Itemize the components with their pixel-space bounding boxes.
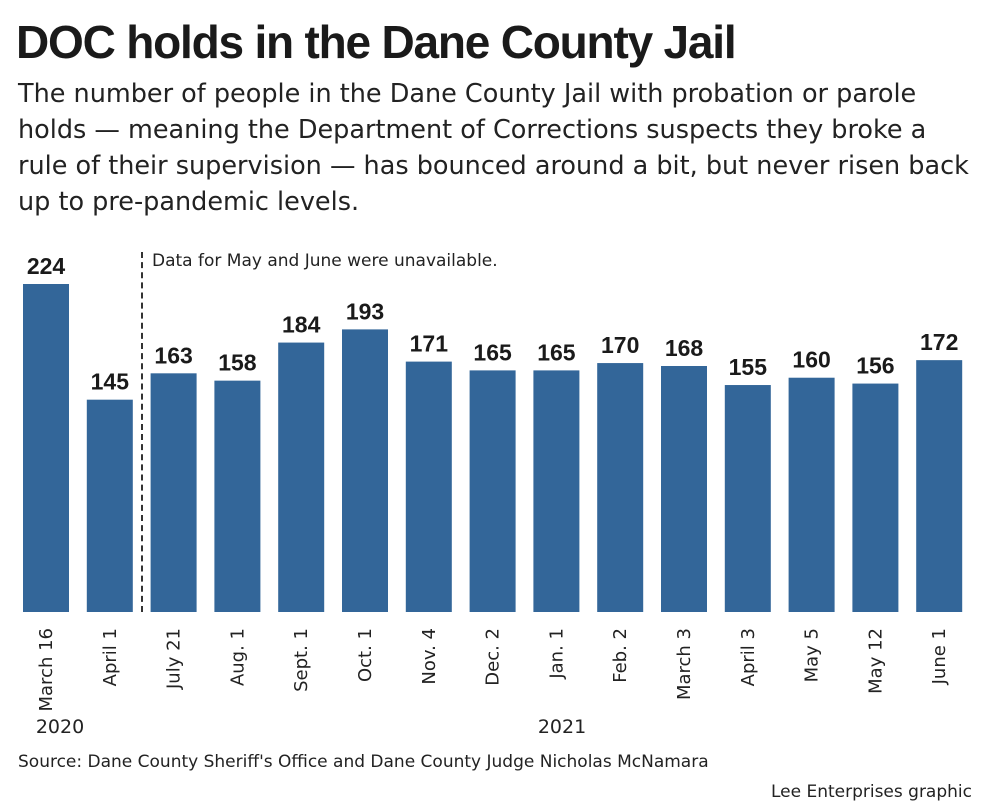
bars-group <box>23 284 963 612</box>
category-labels-group: March 16 April 1 July 21 Aug. 1 Sept. 1 Oct. … <box>36 628 950 712</box>
bar-3 <box>214 380 261 612</box>
category-label-0: March 16 <box>36 628 57 712</box>
bar-5 <box>342 329 388 612</box>
value-label-2: 163 <box>154 342 192 368</box>
category-label-11: April 3 <box>738 628 759 686</box>
value-label-11: 155 <box>729 354 768 380</box>
category-label-13: May 12 <box>865 628 886 694</box>
category-label-12: May 5 <box>802 628 823 682</box>
data-gap-divider <box>141 252 143 612</box>
value-label-14: 172 <box>920 329 958 355</box>
category-label-6: Nov. 4 <box>419 628 440 685</box>
category-label-5: Oct. 1 <box>355 628 376 682</box>
data-gap-annotation: Data for May and June were unavailable. <box>152 251 498 271</box>
bar-11 <box>724 385 771 612</box>
value-labels-group: 224 145 163 158 184 193 171 165 165 170 168 155 160 1… <box>27 253 959 395</box>
category-label-14: June 1 <box>929 628 950 685</box>
bar-12 <box>788 377 835 612</box>
bar-10 <box>661 366 707 612</box>
value-label-9: 170 <box>601 332 639 358</box>
chart-subtitle: The number of people in the Dane County … <box>18 79 969 217</box>
category-label-1: April 1 <box>100 628 121 686</box>
bar-7 <box>469 370 516 612</box>
value-label-1: 145 <box>91 369 130 395</box>
value-label-8: 165 <box>537 339 576 365</box>
value-label-5: 193 <box>346 298 384 324</box>
bar-1 <box>86 399 133 612</box>
bar-13 <box>852 383 899 612</box>
value-label-4: 184 <box>282 312 321 338</box>
value-label-10: 168 <box>665 335 704 361</box>
graphic-credit: Lee Enterprises graphic <box>770 782 972 802</box>
bar-6 <box>405 361 452 612</box>
value-label-6: 171 <box>410 331 449 357</box>
source-note: Source: Dane County Sheriff's Office and… <box>18 752 709 772</box>
bar-0 <box>23 284 69 612</box>
value-label-0: 224 <box>27 253 66 279</box>
bar-4 <box>278 342 325 612</box>
value-label-7: 165 <box>473 339 512 365</box>
category-label-10: March 3 <box>674 628 695 700</box>
value-label-12: 160 <box>792 347 830 373</box>
value-label-13: 156 <box>856 353 894 379</box>
category-label-4: Sept. 1 <box>291 628 312 692</box>
category-label-9: Feb. 2 <box>610 628 631 683</box>
bar-8 <box>533 370 580 612</box>
chart-title: DOC holds in the Dane County Jail <box>16 16 737 68</box>
category-label-3: Aug. 1 <box>227 628 248 686</box>
bar-14 <box>916 360 963 612</box>
value-label-3: 158 <box>218 350 257 376</box>
category-label-2: July 21 <box>164 628 185 690</box>
bar-9 <box>597 363 644 612</box>
year-label-2020: 2020 <box>36 716 84 738</box>
category-label-7: Dec. 2 <box>483 628 504 686</box>
category-label-8: Jan. 1 <box>546 628 567 680</box>
bar-2 <box>150 373 197 612</box>
year-label-2021: 2021 <box>538 716 586 738</box>
